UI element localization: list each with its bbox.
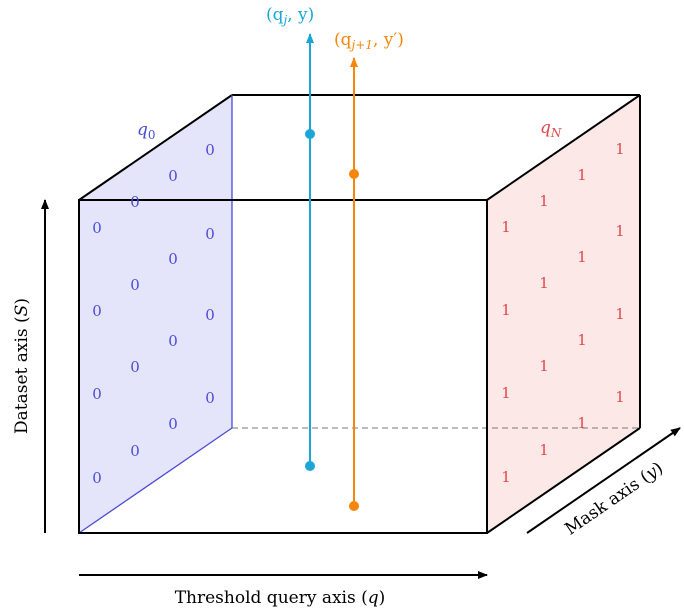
right-digit: 1 xyxy=(577,414,587,432)
left-digit: 0 xyxy=(130,193,140,211)
left-digit: 0 xyxy=(92,302,102,320)
face-label-q0-sub: 0 xyxy=(148,128,156,142)
dataset-axis-close: ) xyxy=(12,298,32,305)
left-digit: 0 xyxy=(205,225,215,243)
dot-qj1-bottom xyxy=(349,501,359,511)
right-digit: 1 xyxy=(539,192,549,210)
threshold-axis-var: q xyxy=(368,588,379,608)
right-digit: 1 xyxy=(615,140,625,158)
mask-axis-arrow xyxy=(526,427,681,534)
label-qj-y: (qj, y) xyxy=(266,5,314,27)
cube-edge-top-left-depth xyxy=(78,94,233,201)
right-face-digits: 1 1 1 1 1 1 1 1 1 1 1 1 1 1 1 1 xyxy=(501,140,625,486)
cube-edge-bottom-right-depth xyxy=(486,427,641,534)
right-digit: 1 xyxy=(501,218,511,236)
right-digit: 1 xyxy=(615,388,625,406)
dot-qj-bottom xyxy=(305,461,315,471)
right-digit: 1 xyxy=(539,274,549,292)
label-qj1-yprime: (qj+1, y′) xyxy=(334,30,404,52)
left-digit: 0 xyxy=(130,442,140,460)
left-digit: 0 xyxy=(205,389,215,407)
left-digit: 0 xyxy=(130,358,140,376)
face-label-qN-var: q xyxy=(540,118,551,138)
right-digit: 1 xyxy=(577,166,587,184)
right-digit: 1 xyxy=(615,305,625,323)
left-digit: 0 xyxy=(168,415,178,433)
left-digit: 0 xyxy=(92,385,102,403)
right-digit: 1 xyxy=(615,222,625,240)
right-digit: 1 xyxy=(539,357,549,375)
right-digit: 1 xyxy=(539,441,549,459)
label-qj1-sub: j+1 xyxy=(349,38,373,52)
dataset-axis-text: Dataset axis ( xyxy=(12,316,32,434)
label-qj1-open: (q xyxy=(334,30,352,50)
dot-qj1-top xyxy=(349,169,359,179)
left-face-bottom-edge xyxy=(78,427,233,534)
left-face-q0 xyxy=(79,95,232,533)
left-face-digits: 0 0 0 0 0 0 0 0 0 0 0 0 0 0 0 0 xyxy=(92,141,215,487)
right-digit: 1 xyxy=(501,301,511,319)
left-digit: 0 xyxy=(130,276,140,294)
face-label-q0: q0 xyxy=(137,120,156,142)
cube-edge-top-right-depth xyxy=(486,94,641,201)
dot-qj-top xyxy=(305,129,315,139)
left-digit: 0 xyxy=(205,306,215,324)
dataset-axis-var: S xyxy=(12,305,32,317)
label-qj-open: (q xyxy=(266,5,284,25)
label-qj-tail: , y) xyxy=(287,5,314,25)
left-digit: 0 xyxy=(92,219,102,237)
label-qj-sub: j xyxy=(281,13,288,27)
threshold-axis-label: Threshold query axis (q) xyxy=(175,588,386,608)
face-label-q0-var: q xyxy=(137,120,148,140)
left-digit: 0 xyxy=(168,332,178,350)
label-qj1-tail: , y′) xyxy=(373,30,404,50)
cube-front-face xyxy=(78,199,488,534)
dataset-axis-label: Dataset axis (S) xyxy=(12,298,32,434)
face-label-qN: qN xyxy=(540,118,562,140)
right-digit: 1 xyxy=(501,468,511,486)
face-label-qN-sub: N xyxy=(550,126,562,140)
left-digit: 0 xyxy=(205,141,215,159)
left-digit: 0 xyxy=(168,167,178,185)
right-face-qN xyxy=(487,95,640,533)
left-digit: 0 xyxy=(168,250,178,268)
right-digit: 1 xyxy=(501,384,511,402)
right-digit: 1 xyxy=(577,248,587,266)
threshold-axis-text: Threshold query axis ( xyxy=(175,588,368,608)
threshold-axis-close: ) xyxy=(379,588,386,608)
right-digit: 1 xyxy=(577,331,587,349)
left-digit: 0 xyxy=(92,469,102,487)
